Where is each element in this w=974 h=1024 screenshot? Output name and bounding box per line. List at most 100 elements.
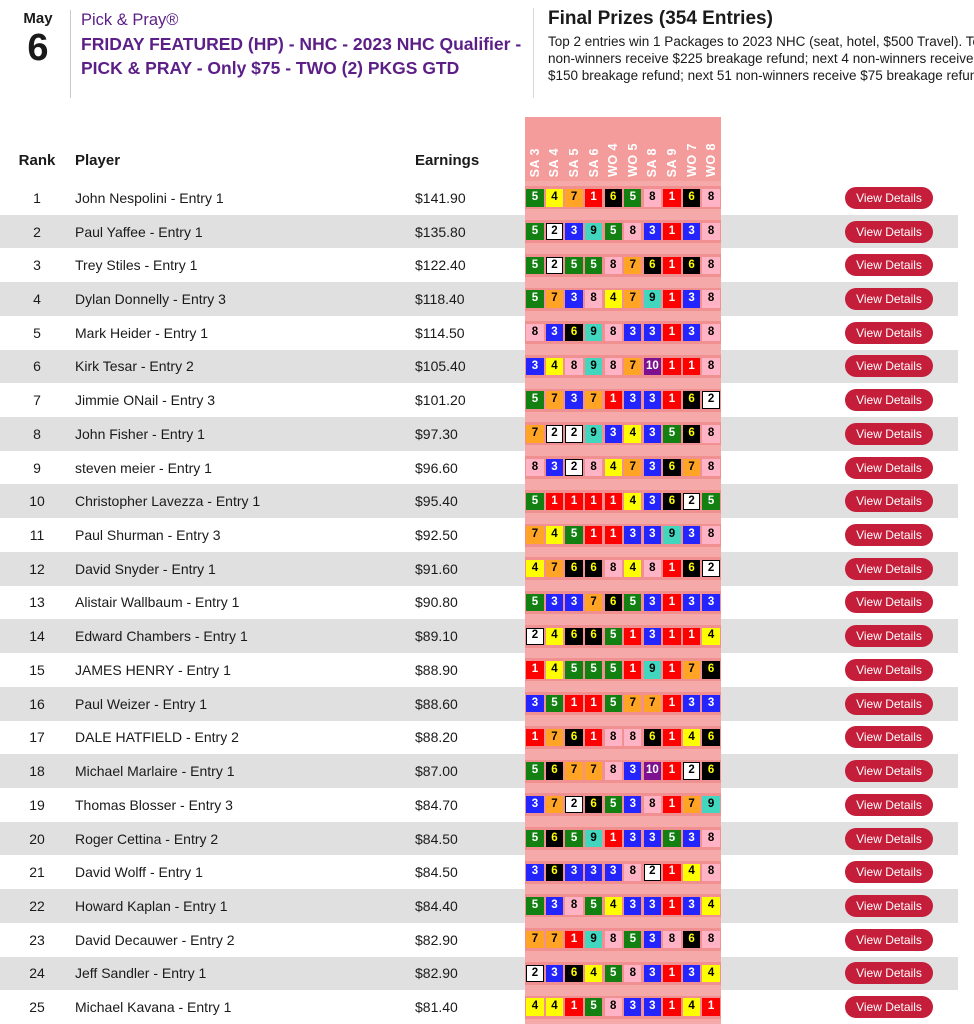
earnings-cell: $96.60 <box>415 459 458 476</box>
pick-tile: 8 <box>702 290 720 308</box>
pick-tile: 6 <box>682 391 701 409</box>
pick-tile: 1 <box>565 930 583 949</box>
table-column-headers: Rank Player Earnings <box>0 152 958 176</box>
pick-tile: 3 <box>624 526 642 544</box>
pick-tile: 7 <box>565 762 583 780</box>
pick-tile: 1 <box>663 998 681 1016</box>
view-details-button[interactable]: View Details <box>845 557 933 580</box>
pick-tile: 3 <box>624 796 642 814</box>
pick-tile: 3 <box>643 492 662 511</box>
pick-tile: 4 <box>702 897 720 915</box>
earnings-cell: $105.40 <box>415 358 466 375</box>
view-details-button[interactable]: View Details <box>845 894 933 917</box>
view-details-button[interactable]: View Details <box>845 827 933 850</box>
view-details-button[interactable]: View Details <box>845 389 933 412</box>
view-details-button[interactable]: View Details <box>845 422 933 445</box>
pick-tile: 4 <box>624 560 642 578</box>
view-details-button[interactable]: View Details <box>845 625 933 648</box>
pick-tile: 9 <box>584 930 603 949</box>
view-details-button[interactable]: View Details <box>845 288 933 311</box>
pick-tile: 7 <box>624 694 642 713</box>
race-column-header: SA 3 <box>527 147 542 177</box>
pick-tile: 7 <box>526 930 544 949</box>
pick-tile: 8 <box>702 863 720 881</box>
earnings-cell: $84.40 <box>415 897 458 914</box>
pick-tile: 3 <box>643 964 662 983</box>
pick-tile: 5 <box>663 829 681 848</box>
earnings-cell: $90.80 <box>415 594 458 611</box>
pick-tile: 8 <box>604 256 622 274</box>
view-details-button[interactable]: View Details <box>845 524 933 547</box>
pick-tile: 6 <box>702 762 720 780</box>
pick-tile: 8 <box>604 324 622 342</box>
view-details-button[interactable]: View Details <box>845 726 933 749</box>
view-details-button[interactable]: View Details <box>845 220 933 243</box>
view-details-button[interactable]: View Details <box>845 591 933 614</box>
view-details-button[interactable]: View Details <box>845 321 933 344</box>
view-details-button[interactable]: View Details <box>845 186 933 209</box>
view-details-button[interactable]: View Details <box>845 996 933 1019</box>
pick-tile: 9 <box>702 796 720 814</box>
header-divider <box>70 10 71 98</box>
view-details-button[interactable]: View Details <box>845 355 933 378</box>
pick-tile: 1 <box>663 189 681 207</box>
pick-tile: 2 <box>702 560 720 578</box>
picks-strip-cell: 5 6 7 7 8 3 10 1 2 6 <box>525 754 721 788</box>
view-details-button[interactable]: View Details <box>845 692 933 715</box>
view-details-button[interactable]: View Details <box>845 861 933 884</box>
view-details-button[interactable]: View Details <box>845 760 933 783</box>
pick-tile: 5 <box>604 694 622 713</box>
pick-tile: 6 <box>702 661 720 679</box>
pick-tile: 3 <box>526 694 544 713</box>
pick-tile: 5 <box>526 290 544 308</box>
pick-tile: 5 <box>624 593 642 612</box>
earnings-cell: $91.60 <box>415 560 458 577</box>
player-cell: David Decauwer - Entry 2 <box>75 931 235 948</box>
table-row: 6 Kirk Tesar - Entry 2 $105.40 3 4 8 9 8 7 10 1… <box>0 349 958 384</box>
event-date: May 6 <box>16 8 60 98</box>
pick-tile: 8 <box>584 458 603 477</box>
pick-tile: 4 <box>545 627 564 645</box>
pick-tile: 7 <box>643 694 662 713</box>
player-cell: Trey Stiles - Entry 1 <box>75 257 198 274</box>
pick-tile: 4 <box>682 998 701 1016</box>
view-details-button[interactable]: View Details <box>845 456 933 479</box>
pick-tile: 5 <box>702 492 720 511</box>
view-details-button[interactable]: View Details <box>845 658 933 681</box>
pick-tile: 8 <box>702 425 720 443</box>
view-details-button[interactable]: View Details <box>845 962 933 985</box>
view-details-button[interactable]: View Details <box>845 490 933 513</box>
pick-tile: 1 <box>604 492 622 511</box>
pick-tile: 8 <box>624 964 642 983</box>
pick-tile: 5 <box>604 627 622 645</box>
race-column-header: SA 8 <box>645 147 660 177</box>
pick-tile: 1 <box>663 897 681 915</box>
pick-tile: 5 <box>624 189 642 207</box>
view-details-button[interactable]: View Details <box>845 793 933 816</box>
pick-tile: 6 <box>682 189 701 207</box>
view-details-button[interactable]: View Details <box>845 928 933 951</box>
view-details-button[interactable]: View Details <box>845 254 933 277</box>
earnings-cell: $135.80 <box>415 223 466 240</box>
pick-tile: 3 <box>624 897 642 915</box>
rank-cell: 4 <box>33 291 41 308</box>
pick-tile: 6 <box>643 728 662 747</box>
rank-cell: 7 <box>33 392 41 409</box>
pick-tile: 7 <box>526 425 544 443</box>
rank-cell: 16 <box>29 695 45 712</box>
